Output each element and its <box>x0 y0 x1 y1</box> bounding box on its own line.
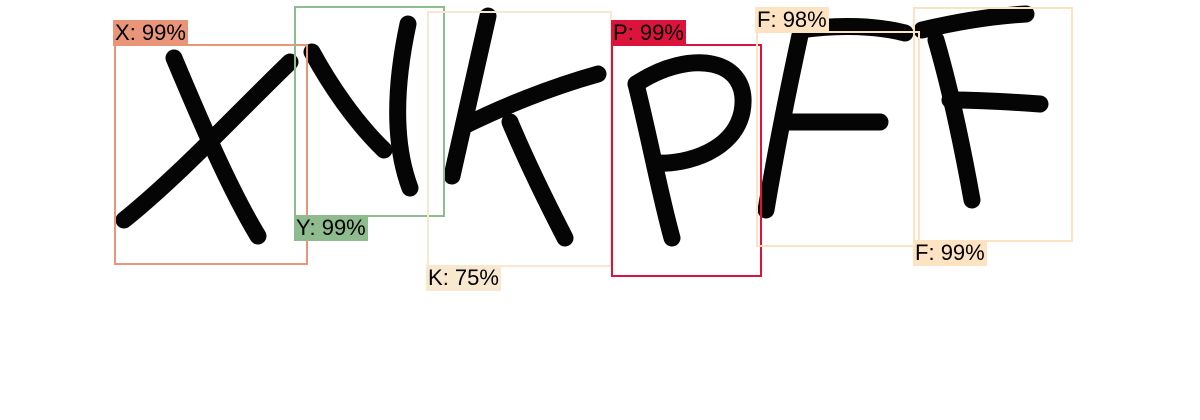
label-text: K <box>428 265 443 290</box>
label-text: F <box>915 240 929 265</box>
confidence-text: 99% <box>141 20 186 45</box>
glyph-f-2 <box>913 5 1049 209</box>
detection-box-y <box>294 6 445 217</box>
confidence-text: 99% <box>321 215 366 240</box>
detection-box-p <box>611 44 762 277</box>
confidence-text: 99% <box>940 240 985 265</box>
detection-label-k: K: 75% <box>426 265 501 291</box>
glyph-y <box>303 15 419 197</box>
detection-label-p: P: 99% <box>611 20 686 46</box>
glyph-k <box>443 7 607 247</box>
detection-label-f-2: F: 99% <box>913 240 987 266</box>
glyph-x <box>115 49 299 245</box>
detection-box-k <box>427 11 612 267</box>
confidence-text: 98% <box>782 7 827 32</box>
confidence-text: 99% <box>639 20 684 45</box>
detection-box-f-1 <box>756 31 920 247</box>
label-text: X <box>115 20 130 45</box>
detection-label-f-1: F: 98% <box>755 7 829 33</box>
glyph-p <box>627 54 752 247</box>
detection-box-x <box>114 44 308 265</box>
detection-box-f-2 <box>913 7 1073 242</box>
label-text: F <box>757 7 771 32</box>
detection-label-x: X: 99% <box>113 20 188 46</box>
label-text: P <box>613 20 628 45</box>
confidence-text: 75% <box>454 265 499 290</box>
label-text: Y <box>296 215 310 240</box>
detection-label-y: Y: 99% <box>294 215 368 241</box>
